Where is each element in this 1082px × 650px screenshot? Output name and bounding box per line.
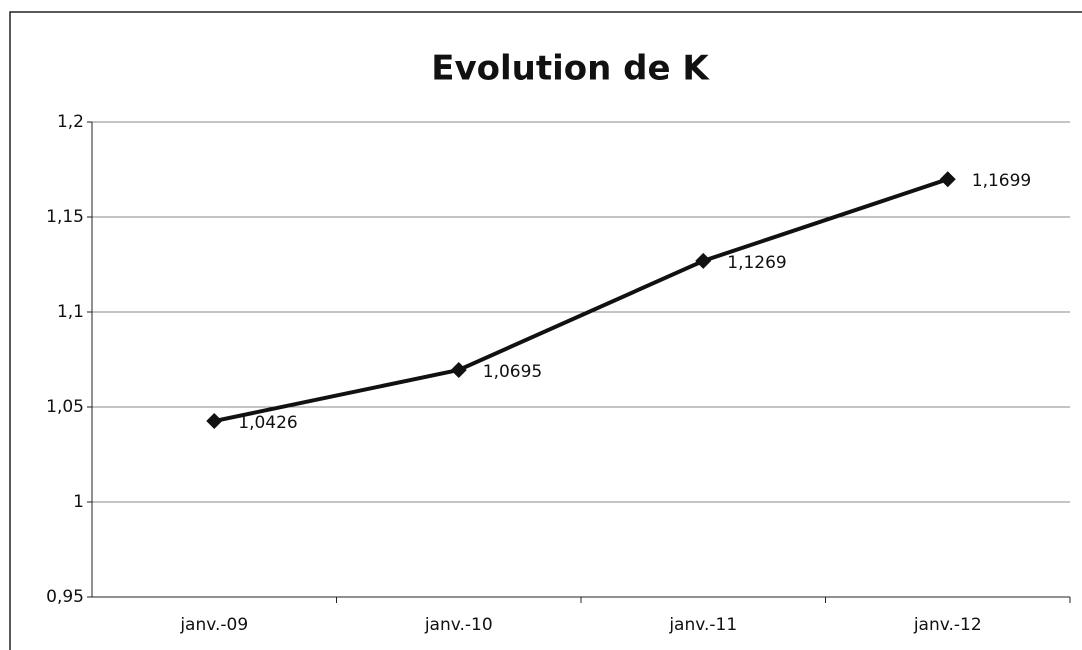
x-tick-label: janv.-09 xyxy=(179,615,248,635)
data-marker xyxy=(939,171,956,188)
y-tick-label: 1,2 xyxy=(57,112,84,132)
x-tick-label: janv.-11 xyxy=(668,615,737,635)
data-marker xyxy=(695,252,712,269)
y-tick-label: 0,95 xyxy=(46,587,84,607)
y-tick-label: 1,1 xyxy=(57,302,84,322)
x-tick-label: janv.-12 xyxy=(913,615,982,635)
y-tick-label: 1 xyxy=(73,492,84,512)
chart-frame xyxy=(9,11,1082,650)
data-label: 1,1699 xyxy=(972,171,1031,191)
data-label: 1,0695 xyxy=(483,362,542,382)
chart-title: Evolution de K xyxy=(431,49,710,89)
data-marker xyxy=(206,413,223,430)
data-line xyxy=(213,177,949,424)
data-marker xyxy=(450,361,467,378)
y-tick-label: 1,15 xyxy=(46,207,84,227)
x-tick-label: janv.-10 xyxy=(424,615,493,635)
data-label: 1,1269 xyxy=(727,253,786,273)
y-tick-label: 1,05 xyxy=(46,397,84,417)
data-label: 1,0426 xyxy=(238,413,297,433)
